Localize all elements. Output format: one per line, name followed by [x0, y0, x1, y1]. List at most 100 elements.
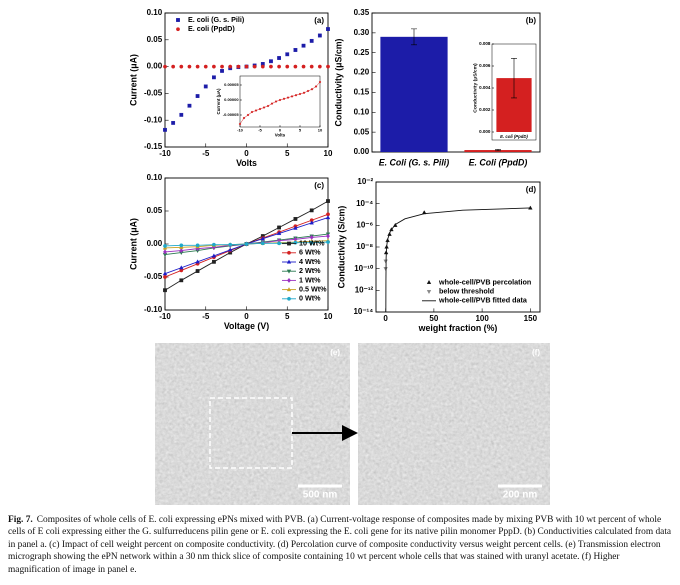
- y-axis-label: Conductivity (μS/cm): [333, 38, 343, 126]
- tem-image: [155, 343, 350, 505]
- y-tick-label: -0.00005: [223, 112, 240, 117]
- marker: [228, 242, 233, 247]
- y-tick-label: 0.006: [479, 63, 491, 68]
- marker: [282, 97, 286, 100]
- marker: [244, 242, 249, 246]
- error-bar: [495, 149, 501, 152]
- panel-label: (d): [526, 185, 537, 194]
- x-axis-label: Voltage (V): [224, 321, 269, 331]
- x-tick-label: 150: [524, 314, 538, 323]
- marker: [163, 64, 167, 69]
- y-tick-label: 10⁻¹⁴: [353, 307, 373, 316]
- scale-bar-label: 500 nm: [303, 490, 338, 501]
- y-tick-label: 10⁻¹⁰: [354, 264, 374, 273]
- legend-label: 6 Wt%: [299, 248, 321, 257]
- marker: [294, 94, 298, 97]
- x-tick-label: 0: [244, 312, 249, 321]
- marker: [203, 84, 208, 89]
- y-tick-label: 10⁻⁸: [356, 242, 373, 251]
- marker: [163, 127, 167, 132]
- marker: [309, 208, 314, 213]
- marker: [277, 56, 281, 60]
- marker: [176, 27, 180, 32]
- x-axis-label: Volts: [236, 158, 257, 168]
- panel-label: (e): [330, 348, 340, 357]
- y-tick-label: 0.00: [354, 147, 370, 156]
- y-tick-label: -0.05: [144, 89, 163, 98]
- marker: [287, 250, 291, 255]
- marker: [236, 64, 241, 69]
- panel-label: (c): [314, 181, 324, 190]
- marker: [211, 253, 217, 258]
- y-tick-label: -0.05: [144, 272, 163, 281]
- y-tick-label: 0.004: [479, 85, 491, 90]
- y-tick-label: 0.20: [354, 68, 370, 77]
- y-tick-label: 0.30: [354, 28, 370, 37]
- marker: [187, 103, 192, 108]
- marker: [227, 247, 233, 252]
- marker: [195, 64, 200, 69]
- marker: [211, 75, 216, 80]
- marker: [314, 85, 318, 88]
- legend-label: 4 Wt%: [299, 257, 321, 266]
- category-label: E. Coli (PpdD): [469, 158, 528, 168]
- marker: [246, 113, 250, 117]
- y-tick-label: 0.00005: [224, 82, 239, 87]
- y-tick-label: -0.15: [144, 142, 163, 151]
- panel-label: (a): [314, 16, 324, 25]
- x-tick-label: -10: [159, 312, 171, 321]
- marker: [179, 265, 184, 270]
- marker: [163, 249, 167, 255]
- plot-frame: [239, 75, 321, 128]
- marker: [274, 100, 278, 103]
- marker: [228, 64, 233, 69]
- y-tick-label: 0.25: [354, 48, 370, 57]
- marker: [318, 80, 322, 84]
- marker: [262, 106, 266, 109]
- marker: [211, 64, 216, 69]
- marker: [290, 95, 294, 98]
- y-tick-label: 0.05: [147, 35, 163, 44]
- bar: [380, 36, 448, 153]
- marker: [309, 64, 314, 69]
- x-tick-label: 10: [324, 312, 333, 321]
- error-bar: [411, 28, 417, 46]
- legend-label: 1 Wt%: [299, 275, 321, 284]
- y-tick-label: 10⁻⁶: [356, 220, 373, 229]
- y-tick-label: -0.10: [144, 305, 163, 314]
- y-tick-label: 0.05: [147, 206, 163, 215]
- marker: [287, 277, 291, 283]
- marker: [426, 290, 432, 295]
- x-tick-label: 5: [285, 149, 290, 158]
- marker: [326, 240, 330, 244]
- x-tick-label: -5: [258, 127, 262, 132]
- y-tick-label: 0.10: [354, 107, 370, 116]
- marker: [301, 64, 306, 69]
- marker: [179, 248, 184, 254]
- marker: [276, 230, 282, 236]
- marker: [242, 116, 246, 120]
- y-tick-label: 10⁻⁴: [356, 199, 373, 208]
- y-axis-label: Conductivity (S/cm): [336, 206, 346, 289]
- marker: [277, 241, 281, 246]
- legend-label: 2 Wt%: [299, 266, 321, 275]
- marker: [195, 94, 200, 98]
- marker: [277, 225, 281, 230]
- marker: [195, 243, 200, 248]
- marker: [269, 59, 273, 64]
- marker: [286, 259, 292, 264]
- marker: [298, 92, 302, 96]
- x-tick-label: -5: [202, 149, 210, 158]
- marker: [269, 64, 273, 69]
- marker: [179, 64, 184, 69]
- marker: [326, 199, 330, 203]
- marker: [258, 107, 262, 111]
- marker: [163, 275, 167, 279]
- plot-frame: [375, 181, 541, 313]
- marker: [260, 64, 265, 69]
- marker: [211, 242, 216, 247]
- marker: [326, 64, 330, 69]
- x-tick-label: 10: [318, 127, 323, 132]
- marker: [293, 225, 298, 230]
- marker: [252, 64, 257, 69]
